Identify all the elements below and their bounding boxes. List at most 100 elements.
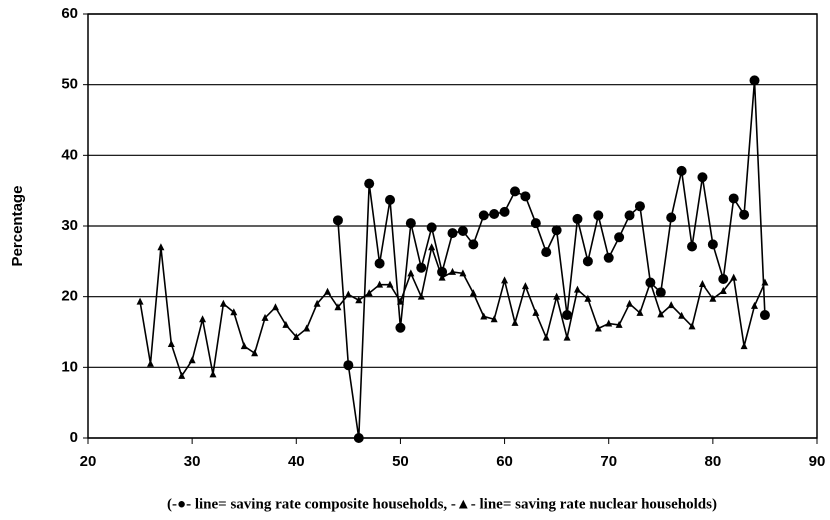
point bbox=[499, 206, 510, 217]
point bbox=[457, 225, 468, 236]
point bbox=[594, 324, 602, 332]
point bbox=[501, 276, 509, 284]
point bbox=[624, 210, 635, 221]
point bbox=[251, 349, 259, 357]
x-tick-label: 90 bbox=[809, 453, 826, 470]
point bbox=[688, 322, 696, 330]
point bbox=[541, 247, 552, 258]
x-tick-label: 60 bbox=[496, 453, 513, 470]
point bbox=[426, 222, 437, 233]
point bbox=[709, 294, 717, 302]
point bbox=[480, 312, 488, 320]
point bbox=[374, 258, 385, 269]
point bbox=[551, 225, 562, 236]
point bbox=[469, 289, 477, 297]
point bbox=[405, 218, 416, 229]
point bbox=[396, 297, 404, 305]
point bbox=[313, 299, 321, 307]
point bbox=[636, 308, 644, 316]
x-tick-label: 50 bbox=[392, 453, 409, 470]
point bbox=[678, 311, 686, 319]
point bbox=[697, 172, 708, 183]
point bbox=[324, 287, 332, 295]
x-axis-label: (-●- line= saving rate composite househo… bbox=[167, 496, 717, 512]
point bbox=[593, 210, 604, 221]
point bbox=[343, 360, 354, 371]
point bbox=[355, 296, 363, 304]
point bbox=[353, 433, 364, 443]
point bbox=[707, 239, 718, 250]
point bbox=[364, 178, 375, 189]
point bbox=[271, 303, 279, 311]
point bbox=[489, 208, 500, 219]
point bbox=[509, 186, 520, 197]
point bbox=[614, 232, 625, 243]
point bbox=[386, 280, 394, 288]
x-tick-label: 80 bbox=[705, 453, 722, 470]
point bbox=[719, 287, 727, 295]
point bbox=[261, 313, 269, 321]
point bbox=[532, 308, 540, 316]
point bbox=[739, 209, 750, 220]
point bbox=[407, 269, 415, 277]
y-axis-label: Percentage bbox=[9, 186, 26, 267]
point bbox=[332, 215, 343, 226]
point bbox=[730, 273, 738, 281]
point bbox=[666, 212, 677, 223]
point bbox=[676, 165, 687, 176]
point bbox=[667, 301, 675, 309]
point bbox=[655, 287, 666, 298]
point bbox=[365, 289, 373, 297]
point bbox=[687, 241, 698, 252]
point bbox=[626, 299, 634, 307]
point bbox=[447, 228, 458, 239]
x-tick-label: 40 bbox=[288, 453, 305, 470]
point bbox=[146, 359, 154, 367]
point bbox=[605, 319, 613, 327]
point bbox=[385, 194, 396, 205]
point bbox=[478, 210, 489, 221]
y-tick-label: 40 bbox=[61, 146, 78, 163]
point bbox=[282, 320, 290, 328]
point bbox=[563, 333, 571, 341]
point bbox=[584, 294, 592, 302]
point bbox=[572, 213, 583, 224]
point bbox=[751, 301, 759, 309]
y-tick-label: 10 bbox=[61, 358, 78, 375]
point bbox=[395, 322, 406, 333]
y-tick-label: 30 bbox=[61, 217, 78, 234]
point bbox=[511, 318, 519, 326]
point bbox=[292, 332, 300, 340]
point bbox=[199, 315, 207, 323]
point bbox=[468, 239, 479, 250]
point bbox=[698, 279, 706, 287]
point bbox=[416, 262, 427, 273]
point bbox=[646, 278, 654, 286]
y-tick-label: 0 bbox=[70, 429, 78, 446]
point bbox=[417, 292, 425, 300]
point bbox=[178, 371, 186, 379]
point bbox=[219, 299, 227, 307]
point bbox=[490, 315, 498, 323]
point bbox=[728, 193, 739, 204]
point bbox=[634, 201, 645, 212]
point bbox=[553, 292, 561, 300]
point bbox=[188, 356, 196, 364]
point bbox=[157, 243, 165, 251]
point bbox=[759, 310, 770, 321]
x-tick-label: 30 bbox=[184, 453, 201, 470]
point bbox=[376, 280, 384, 288]
point bbox=[740, 342, 748, 350]
point bbox=[230, 308, 238, 316]
point bbox=[573, 285, 581, 293]
point bbox=[530, 218, 541, 229]
point bbox=[657, 310, 665, 318]
x-tick-label: 70 bbox=[600, 453, 617, 470]
point bbox=[520, 191, 531, 202]
point bbox=[562, 310, 573, 321]
point bbox=[303, 324, 311, 332]
point bbox=[240, 342, 248, 350]
point bbox=[603, 252, 614, 263]
point bbox=[749, 75, 760, 86]
